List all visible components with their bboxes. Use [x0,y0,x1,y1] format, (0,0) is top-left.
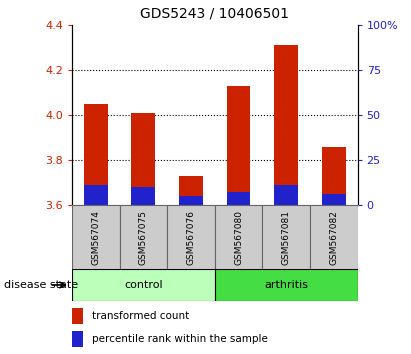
Bar [132,187,155,205]
Bar [274,45,298,205]
Bar [84,185,108,205]
Text: arthritis: arthritis [264,280,308,290]
Bar [120,205,167,269]
Bar [72,308,83,324]
Text: disease state: disease state [4,280,78,290]
Bar [226,86,250,205]
Bar [215,205,262,269]
Text: GSM567074: GSM567074 [91,210,100,265]
Bar [167,205,215,269]
Bar [179,196,203,205]
Text: percentile rank within the sample: percentile rank within the sample [92,334,268,344]
Bar [226,192,250,205]
Text: GSM567081: GSM567081 [282,210,291,266]
Bar [132,113,155,205]
Text: GSM567076: GSM567076 [187,210,196,266]
Bar [310,205,358,269]
Bar [322,194,346,205]
Bar [322,147,346,205]
Bar [84,104,108,205]
Bar [72,269,215,301]
Text: GSM567080: GSM567080 [234,210,243,266]
Text: transformed count: transformed count [92,311,189,321]
Bar [274,185,298,205]
Bar [215,269,358,301]
Title: GDS5243 / 10406501: GDS5243 / 10406501 [140,7,289,21]
Text: GSM567082: GSM567082 [329,210,338,265]
Bar [72,331,83,347]
Bar [72,205,120,269]
Text: GSM567075: GSM567075 [139,210,148,266]
Bar [262,205,310,269]
Bar [179,176,203,205]
Text: control: control [124,280,163,290]
